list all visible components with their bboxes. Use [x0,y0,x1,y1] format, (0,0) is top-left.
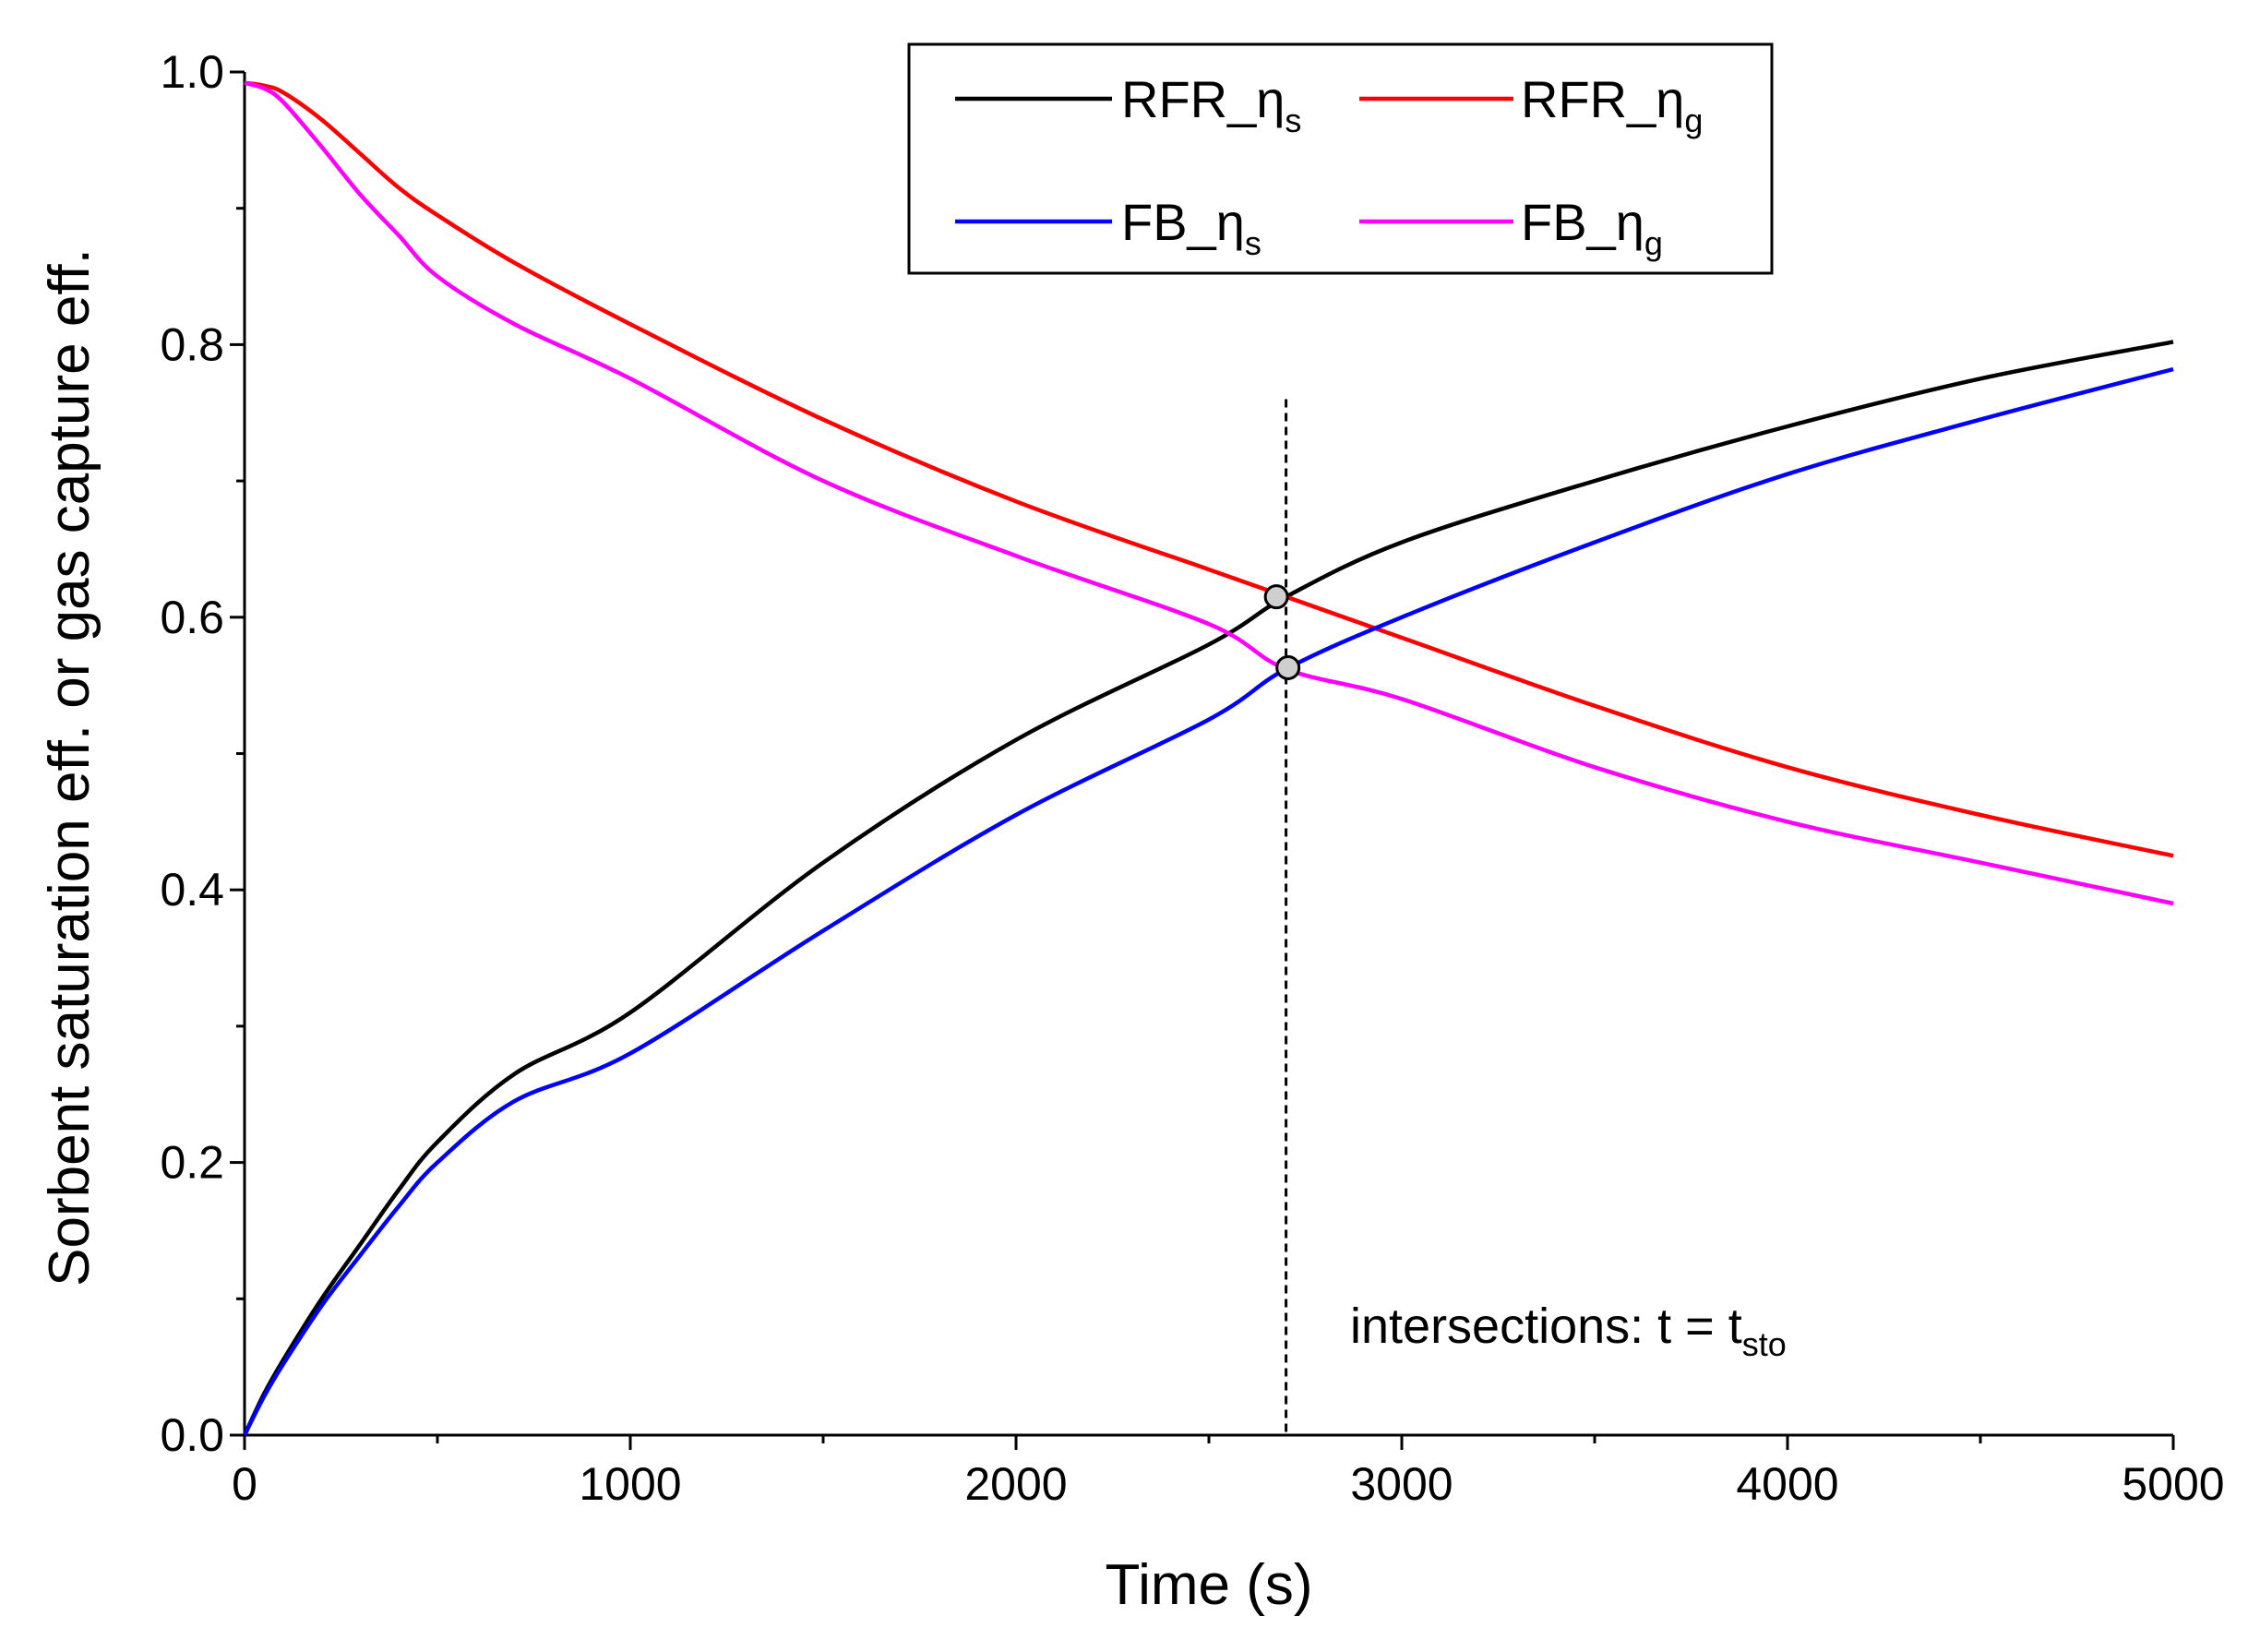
x-axis-title: Time (s) [1106,1553,1313,1617]
series-line-FB_ηg [244,80,2174,906]
legend-label: RFR_ηg [1521,70,1703,139]
legend-label-subscript: s [1245,224,1262,262]
legend-label-subscript: s [1285,102,1301,139]
legend-label-subscript: g [1644,224,1663,262]
legend-label-main: RFR_η [1121,70,1285,128]
legend-label: RFR_ηs [1121,70,1301,139]
intersection-annotation: intersections: t = tsto [1350,1299,1787,1363]
y-axis-title: Sorbent saturation eff. or gas capture e… [38,248,102,1287]
intersection-marker [1263,584,1289,610]
annotation-layer: intersections: t = tsto [1263,399,1787,1435]
y-tick-label: 0.6 [160,592,224,643]
y-tick-label: 0.8 [160,318,224,370]
legend-label: FB_ηs [1121,193,1262,262]
series-line-FB_ηs [242,366,2174,1437]
legend-label-main: FB_η [1521,193,1644,251]
intersection-marker [1275,654,1301,680]
x-tick-label: 4000 [1736,1458,1838,1510]
y-tick-label: 0.0 [160,1409,224,1461]
legend-box [907,42,1774,275]
x-tick-label: 1000 [579,1458,681,1510]
series-line-RFR_ηg [244,80,2174,858]
y-tick-label: 0.4 [160,864,224,916]
legend-label: FB_ηg [1521,193,1663,262]
series-layer [242,80,2174,1437]
series-line-RFR_ηs [242,340,2174,1436]
x-tick-label: 5000 [2122,1458,2224,1510]
y-tick-label: 0.2 [160,1137,224,1189]
annotation-subscript: sto [1742,1325,1787,1363]
x-tick-label: 2000 [964,1458,1067,1510]
annotation-main-text: intersections: t = t [1350,1299,1742,1354]
x-tick-label: 0 [232,1458,257,1510]
x-tick-label: 3000 [1350,1458,1453,1510]
legend-label-subscript: g [1684,102,1703,139]
y-tick-label: 1.0 [160,46,224,98]
axes: 0 1000 2000 3000 4000 5000 0.0 0.2 0.4 0.6 0.8 1.0 T… [38,46,2225,1617]
legend-label-main: FB_η [1121,193,1245,251]
legend-label-main: RFR_η [1521,70,1684,128]
